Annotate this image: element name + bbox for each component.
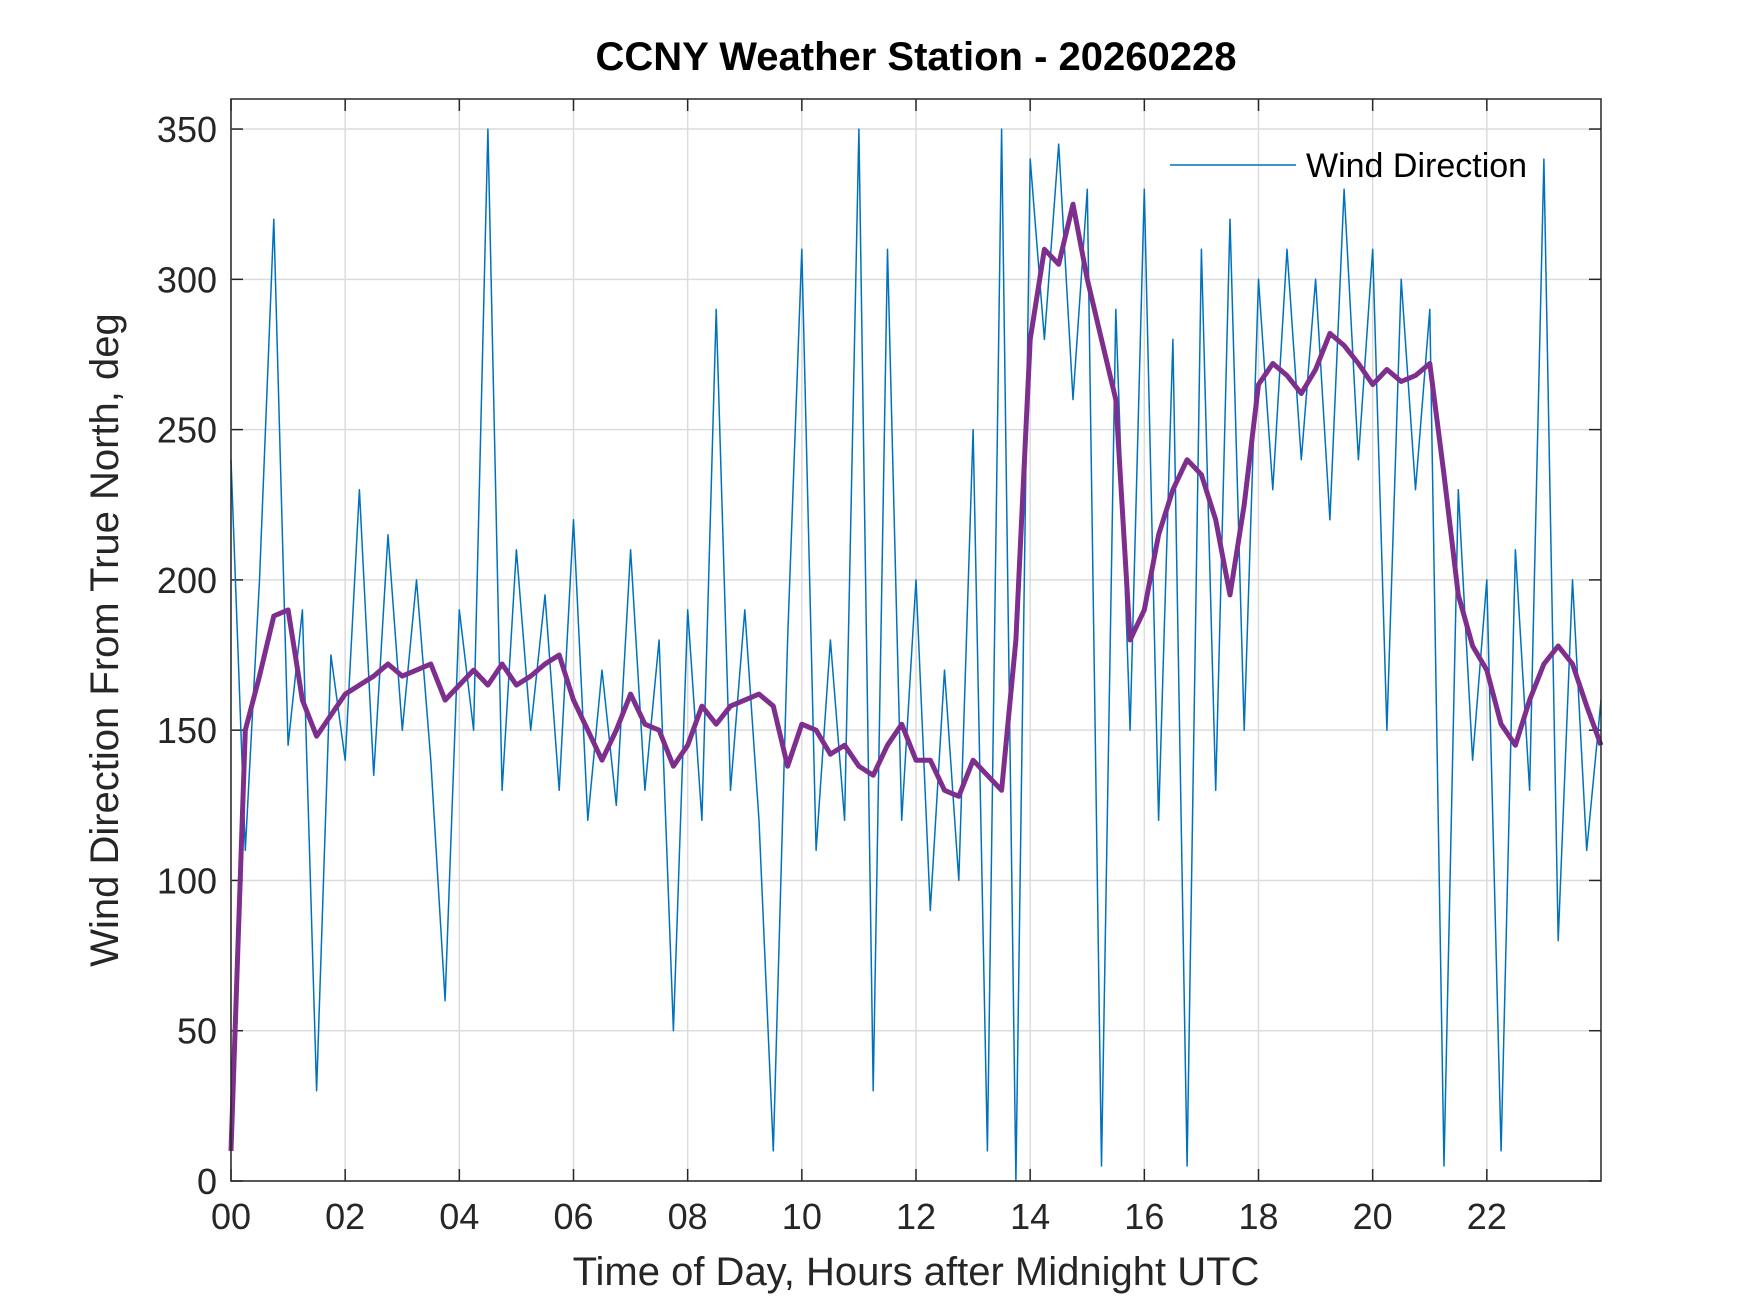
- x-tick-label: 14: [1010, 1196, 1050, 1237]
- y-tick-label: 350: [157, 109, 217, 150]
- plot-frame: [230, 98, 1602, 1182]
- y-tick-label: 0: [197, 1161, 217, 1202]
- legend-label: Wind Direction: [1306, 147, 1527, 185]
- x-tick-label: 10: [782, 1196, 822, 1237]
- data-line: [228, 201, 1604, 1151]
- x-tick-label: 02: [325, 1196, 365, 1237]
- x-tick-label: 08: [668, 1196, 708, 1237]
- y-axis-label: Wind Direction From True North, deg: [83, 313, 127, 967]
- x-tick-label: 04: [439, 1196, 479, 1237]
- chart-title: CCNY Weather Station - 20260228: [596, 35, 1237, 79]
- data-line: [230, 128, 1602, 1182]
- x-tick-label: 16: [1124, 1196, 1164, 1237]
- x-tick-label: 12: [896, 1196, 936, 1237]
- x-tick-label: 00: [211, 1196, 251, 1237]
- x-tick-label: 18: [1238, 1196, 1278, 1237]
- y-tick-label: 100: [157, 860, 217, 901]
- x-tick-label: 20: [1353, 1196, 1393, 1237]
- y-tick-label: 150: [157, 710, 217, 751]
- x-tick-label: 22: [1467, 1196, 1507, 1237]
- x-tick-label: 06: [553, 1196, 593, 1237]
- x-axis-label: Time of Day, Hours after Midnight UTC: [573, 1250, 1260, 1294]
- y-tick-label: 250: [157, 410, 217, 451]
- y-tick-label: 300: [157, 259, 217, 300]
- y-tick-label: 50: [177, 1011, 217, 1052]
- y-tick-label: 200: [157, 560, 217, 601]
